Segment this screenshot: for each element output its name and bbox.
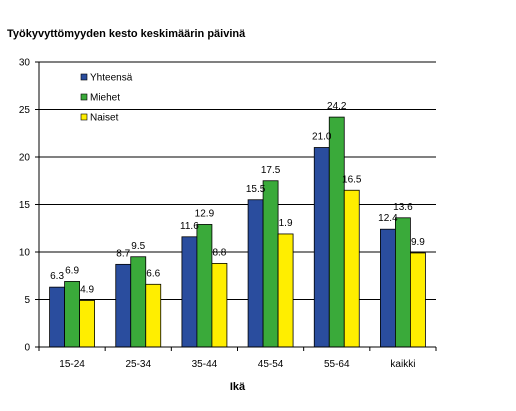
bars [49, 116, 426, 348]
data-label: 11.6 [180, 221, 199, 232]
bar [145, 283, 162, 348]
x-tick-label: 25-34 [125, 359, 151, 370]
x-tick-label: 15-24 [59, 359, 85, 370]
bar [211, 262, 228, 348]
legend-swatch [80, 113, 88, 121]
legend-label: Yhteensä [90, 73, 133, 84]
legend-swatch [80, 93, 88, 101]
y-tick-label: 30 [19, 58, 31, 69]
y-tick-label: 0 [24, 343, 30, 354]
y-tick-label: 5 [24, 295, 30, 306]
data-label: 6.9 [65, 265, 79, 276]
bar [181, 236, 198, 348]
bar [196, 224, 213, 348]
bar [395, 217, 411, 348]
data-label: 17.5 [261, 165, 281, 176]
x-tick-label: 45-54 [258, 359, 284, 370]
legend-swatch [80, 73, 88, 81]
bar [380, 228, 396, 348]
data-label: 8.8 [212, 247, 226, 258]
bar [64, 281, 80, 348]
bar [277, 233, 294, 348]
legend-label: Naiset [90, 113, 119, 124]
data-label: 1.9 [279, 218, 293, 229]
bar [313, 147, 330, 348]
x-axis-title: Ikä [230, 381, 246, 393]
bar [262, 180, 279, 348]
x-tick-label: kaikki [390, 359, 415, 370]
data-label: 12.4 [378, 213, 398, 224]
data-label: 6.3 [50, 271, 64, 282]
axes: 0 5 10 15 20 25 30 15-24 25-34 35-44 45-54 55-64 kai… [19, 58, 437, 370]
data-label: 24.2 [327, 101, 347, 112]
data-label: 13.6 [393, 202, 413, 213]
data-label: 9.9 [411, 237, 425, 248]
bar [79, 300, 95, 348]
labels: 6.36.94.9 8.79.5 6.6 11.6 12.9 8.8 15.5 17.5 1.9… [50, 101, 425, 295]
legend-label: Miehet [90, 93, 120, 104]
data-label: 21.0 [312, 132, 332, 143]
bar [410, 252, 426, 348]
bar [130, 256, 147, 348]
gridlines [39, 61, 436, 300]
y-tick-label: 25 [19, 105, 31, 116]
bar [328, 116, 345, 348]
chart-title: Työkyvyttömyyden kesto keskimäärin päivi… [7, 28, 246, 40]
bar [343, 189, 360, 348]
data-label: 15.5 [246, 184, 266, 195]
x-tick-label: 55-64 [324, 359, 350, 370]
data-label: 12.9 [195, 208, 215, 219]
bar [115, 263, 132, 348]
data-label: 9.5 [131, 241, 145, 252]
bar [49, 286, 65, 348]
data-label: 4.9 [80, 284, 94, 295]
y-tick-label: 10 [19, 248, 31, 259]
data-label: 16.5 [342, 174, 362, 185]
legend: Yhteensä Miehet Naiset [80, 73, 133, 124]
y-tick-label: 15 [19, 200, 31, 211]
data-label: 6.6 [146, 268, 160, 279]
bar [247, 199, 264, 348]
y-tick-label: 20 [19, 153, 31, 164]
data-label: 8.7 [116, 248, 130, 259]
x-tick-label: 35-44 [192, 359, 218, 370]
